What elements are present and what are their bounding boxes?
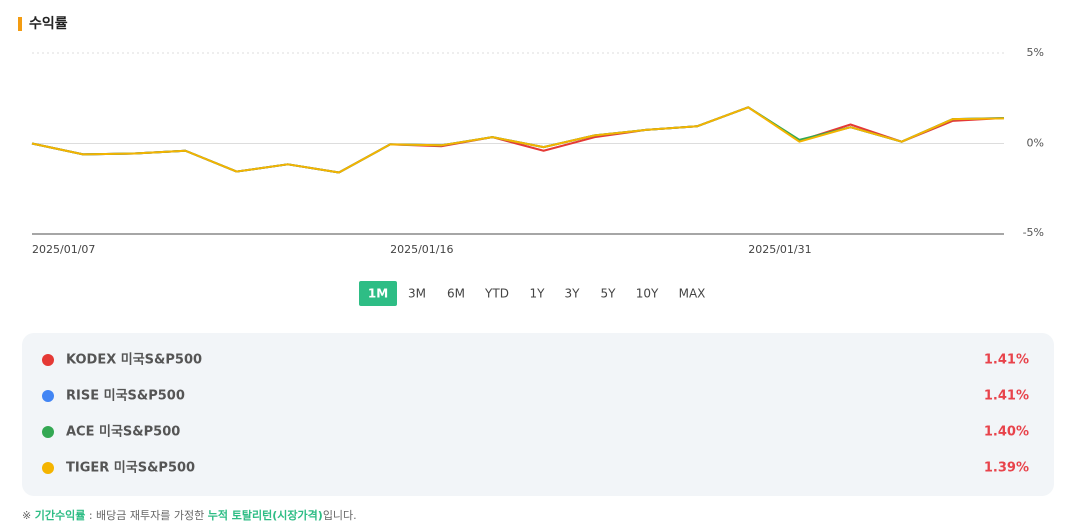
legend-return: 1.41%	[984, 389, 1029, 404]
y-tick-label: -5%	[1023, 226, 1044, 239]
period-button[interactable]: 10Y	[636, 287, 659, 301]
legend-return: 1.40%	[984, 425, 1029, 440]
legend-name: RISE 미국S&P500	[66, 388, 185, 404]
period-button[interactable]: 1Y	[530, 287, 546, 301]
period-button[interactable]: MAX	[679, 287, 706, 301]
legend-dot	[42, 426, 54, 438]
period-button[interactable]: YTD	[484, 287, 509, 301]
legend-dot	[42, 390, 54, 402]
y-tick-label: 0%	[1027, 137, 1044, 150]
footnote-term: 기간수익률	[35, 508, 86, 522]
legend-name: KODEX 미국S&P500	[66, 352, 202, 368]
chart-title: 수익률	[29, 15, 68, 32]
series-line	[31, 106, 1005, 174]
footnote-text: : 배당금 재투자를 가정한	[85, 509, 207, 522]
footnote: ※ 기간수익률 : 배당금 재투자를 가정한 누적 토탈리턴(시장가격)입니다.	[22, 508, 357, 522]
legend-dot	[42, 354, 54, 366]
y-tick-label: 5%	[1027, 46, 1044, 59]
legend-name: TIGER 미국S&P500	[66, 460, 195, 476]
x-tick-label: 2025/01/16	[390, 243, 453, 256]
x-tick-label: 2025/01/31	[748, 243, 811, 256]
series-line	[31, 106, 1005, 174]
footnote-mark: ※	[22, 509, 31, 522]
period-button[interactable]: 1M	[368, 287, 388, 301]
period-button[interactable]: 3Y	[565, 287, 581, 301]
period-button-bg	[359, 281, 397, 306]
legend-return: 1.41%	[984, 353, 1029, 368]
series-line	[31, 106, 1005, 174]
legend-return: 1.39%	[984, 461, 1029, 476]
period-button[interactable]: 5Y	[601, 287, 617, 301]
title-marker	[18, 17, 22, 31]
period-button[interactable]: 3M	[408, 287, 426, 301]
series-line	[31, 106, 1005, 174]
legend-name: ACE 미국S&P500	[66, 424, 180, 440]
legend-panel	[22, 333, 1054, 496]
legend-dot	[42, 462, 54, 474]
footnote-text: 입니다.	[323, 509, 357, 522]
x-tick-label: 2025/01/07	[32, 243, 95, 256]
footnote-term: 누적 토탈리턴(시장가격)	[208, 508, 323, 522]
period-button[interactable]: 6M	[447, 287, 465, 301]
